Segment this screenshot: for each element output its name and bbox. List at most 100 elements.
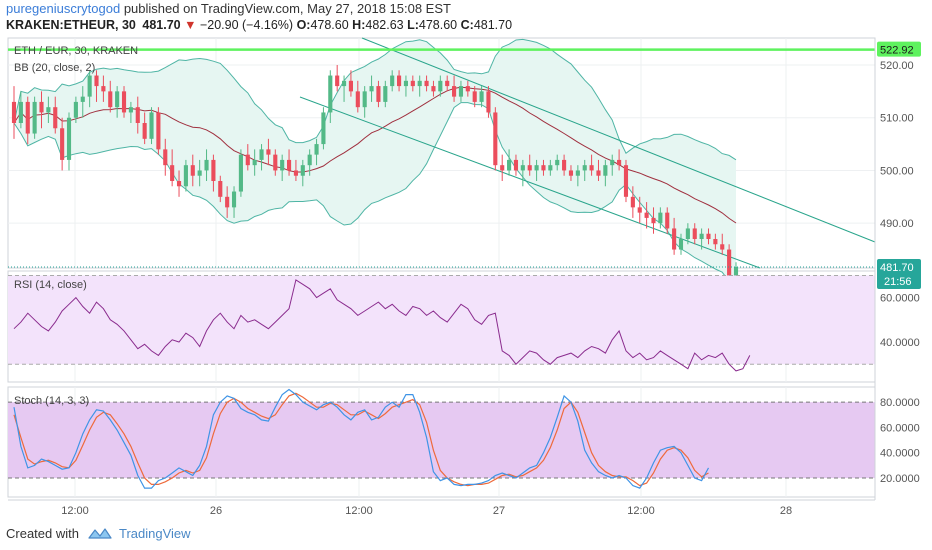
candle-body: [610, 159, 615, 166]
bb-fill: [14, 39, 736, 287]
candle-body: [727, 249, 732, 282]
candle-body: [321, 112, 326, 145]
candle-body: [410, 80, 415, 87]
candle-body: [149, 112, 154, 139]
symbol-label: KRAKEN:ETHEUR, 30: [6, 18, 136, 32]
price-change: −20.90 (−4.16%): [199, 18, 294, 32]
candle-body: [520, 165, 525, 171]
symbol-header: KRAKEN:ETHEUR, 30 481.70 ▼ −20.90 (−4.16…: [6, 18, 512, 32]
rsi-line: [13, 279, 751, 372]
candle-body: [273, 154, 278, 171]
close-value: 481.70: [473, 18, 513, 32]
stoch-d-line: [13, 392, 709, 487]
candle-body: [678, 238, 684, 250]
low-value: 478.60: [418, 18, 458, 32]
candle-body: [541, 165, 546, 171]
candle-body: [630, 196, 635, 208]
bb-lower-line: [13, 102, 737, 287]
candle-body: [397, 75, 402, 87]
stoch-pane-title: Stoch (14, 3, 3): [14, 395, 89, 407]
candle-body: [568, 170, 574, 176]
level-price-tag: [877, 41, 921, 57]
candle-body: [39, 101, 44, 113]
candle-body: [266, 149, 271, 155]
bar-countdown-label: 21:56: [884, 276, 912, 288]
candle-body: [479, 91, 484, 102]
candle-body: [286, 159, 292, 171]
published-info: published on TradingView.com, May 27, 20…: [123, 1, 451, 16]
channel-lower-line: [299, 96, 761, 269]
price-pane-title: ETH / EUR, 30, KRAKEN: [14, 45, 138, 57]
candle-body: [314, 144, 319, 155]
candle-body: [80, 96, 85, 102]
stoch-axis-tick-label: 20.0000: [880, 473, 920, 485]
footer: Created with TradingView: [6, 526, 191, 541]
candle-body: [699, 233, 704, 239]
candle-body: [458, 86, 464, 97]
candle-body: [280, 159, 285, 171]
candle-body: [493, 112, 498, 166]
candle-body: [692, 228, 697, 239]
price-axis-tick-label: 490.00: [880, 218, 914, 230]
candle-body: [46, 107, 51, 113]
candle-body: [438, 80, 443, 92]
last-price-tag: [877, 258, 921, 289]
candle-body: [245, 154, 250, 166]
candle-body: [665, 212, 670, 229]
candle-body: [390, 75, 395, 87]
price-axis-tick-label: 510.00: [880, 113, 914, 125]
author-link[interactable]: puregeniuscrytogod: [6, 1, 121, 16]
time-axis-tick-label: 26: [210, 505, 222, 517]
rsi-axis-tick-label: 60.0000: [880, 293, 920, 305]
down-arrow-icon: ▼: [184, 18, 197, 32]
candle-body: [18, 101, 23, 123]
candle-body: [445, 80, 450, 87]
candle-body: [60, 128, 65, 160]
candle-body: [685, 228, 690, 239]
candle-body: [527, 165, 532, 171]
tradingview-brand-link[interactable]: TradingView: [118, 526, 191, 541]
candle-body: [163, 149, 168, 166]
candle-body: [341, 80, 347, 87]
time-axis-tick-label: 12:00: [61, 505, 89, 517]
candle-body: [142, 122, 147, 139]
candle-body: [644, 212, 649, 218]
stoch-axis-tick-label: 60.0000: [880, 422, 920, 434]
last-price-tag-label: 481.70: [880, 262, 914, 274]
candle-body: [637, 207, 642, 213]
open-value: 478.60: [310, 18, 349, 32]
candle-body: [362, 91, 367, 108]
rsi-pane-title: RSI (14, close): [14, 279, 87, 291]
candle-body: [66, 117, 72, 160]
candle-body: [252, 159, 257, 166]
channel-upper-line: [361, 37, 876, 243]
bb-upper-line: [13, 38, 737, 161]
candle-body: [348, 80, 353, 92]
candle-body: [328, 75, 333, 113]
time-axis-tick-label: 12:00: [627, 505, 655, 517]
candle-body: [101, 86, 106, 92]
stoch-band-fill: [8, 402, 875, 479]
candle-body: [121, 91, 127, 113]
rsi-band-fill: [8, 275, 875, 365]
candle-body: [500, 165, 505, 171]
candle-body: [293, 170, 298, 176]
candle-body: [87, 75, 92, 97]
candle-body: [135, 107, 140, 123]
tradingview-logo-icon[interactable]: [87, 527, 113, 541]
level-price-tag-label: 522.92: [880, 45, 914, 57]
candle-body: [115, 91, 120, 108]
candle-body: [176, 180, 182, 187]
bb-indicator-label: BB (20, close, 2): [14, 62, 95, 74]
bb-basis-line: [13, 86, 737, 224]
stoch-k-line: [13, 388, 710, 489]
candle-body: [156, 112, 161, 150]
stoch-axis-tick-label: 40.0000: [880, 448, 920, 460]
candle-body: [25, 101, 30, 134]
candle-body: [170, 165, 175, 181]
candle-body: [431, 86, 436, 92]
candle-body: [589, 165, 594, 171]
price-axis-tick-label: 520.00: [880, 60, 914, 72]
stoch-axis-tick-label: 80.0000: [880, 397, 920, 409]
